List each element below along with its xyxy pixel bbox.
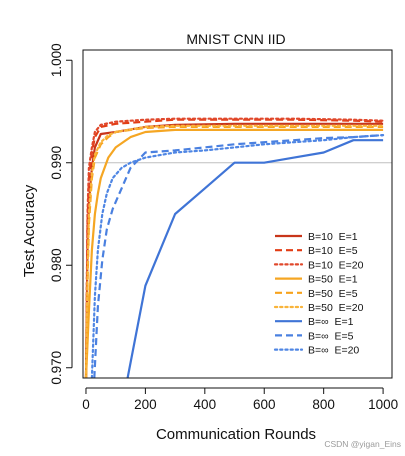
- series-line-6: [84, 124, 385, 378]
- y-tick-label: 0.990: [49, 146, 64, 180]
- watermark-text: CSDN @yigan_Eins: [324, 439, 401, 449]
- x-tick-label: 1000: [368, 397, 398, 412]
- x-tick-label: 800: [312, 397, 335, 412]
- legend-label: B=∞ E=20: [308, 345, 359, 357]
- y-tick-label: 0.980: [49, 248, 64, 282]
- y-tick-label: 0.970: [49, 351, 64, 385]
- x-tick-label: 200: [134, 397, 157, 412]
- x-tick-label: 0: [82, 397, 90, 412]
- legend-label: B=50 E=1: [308, 274, 358, 286]
- x-tick-label: 400: [194, 397, 217, 412]
- legend-label: B=10 E=1: [308, 231, 358, 243]
- legend-label: B=50 E=20: [308, 302, 364, 314]
- legend-item: B=∞ E=5: [275, 330, 354, 342]
- series-line-5: [84, 125, 384, 378]
- legend-item: B=50 E=1: [275, 274, 358, 286]
- x-tick-label: 600: [253, 397, 276, 412]
- legend-item: B=10 E=5: [275, 245, 358, 257]
- legend-label: B=∞ E=5: [308, 330, 354, 342]
- legend-label: B=50 E=5: [308, 288, 358, 300]
- series-line-4: [84, 128, 384, 378]
- legend-label: B=10 E=20: [308, 259, 364, 271]
- x-axis: 0 200 400 600 800 1000: [82, 387, 398, 412]
- legend-item: B=∞ E=1: [275, 316, 354, 328]
- series-line-7: [126, 139, 384, 378]
- series-line-9: [90, 134, 385, 378]
- plot-area: [82, 49, 393, 379]
- legend-item: B=50 E=20: [273, 302, 364, 314]
- series-line-8: [93, 134, 384, 378]
- chart-title: MNIST CNN IID: [186, 31, 285, 47]
- legend-label: B=∞ E=1: [308, 316, 354, 328]
- series-layer: [84, 117, 385, 378]
- y-axis-label: Test Accuracy: [21, 184, 38, 277]
- y-tick-label: 1.000: [49, 43, 64, 77]
- legend-item: B=50 E=5: [275, 288, 358, 300]
- legend-label: B=10 E=5: [308, 245, 358, 257]
- series-line-3: [84, 117, 385, 378]
- legend-item: B=10 E=1: [275, 231, 358, 243]
- y-axis: 0.970 0.980 0.990 1.000: [49, 43, 73, 385]
- legend-item: B=∞ E=20: [273, 345, 359, 357]
- plot-frame: [82, 49, 393, 379]
- legend: B=10 E=1 B=10 E=5 B=10 E=20 B=50 E=1 B=50 E=…: [273, 231, 364, 357]
- x-axis-label: Communication Rounds: [156, 426, 316, 443]
- legend-item: B=10 E=20: [273, 259, 364, 271]
